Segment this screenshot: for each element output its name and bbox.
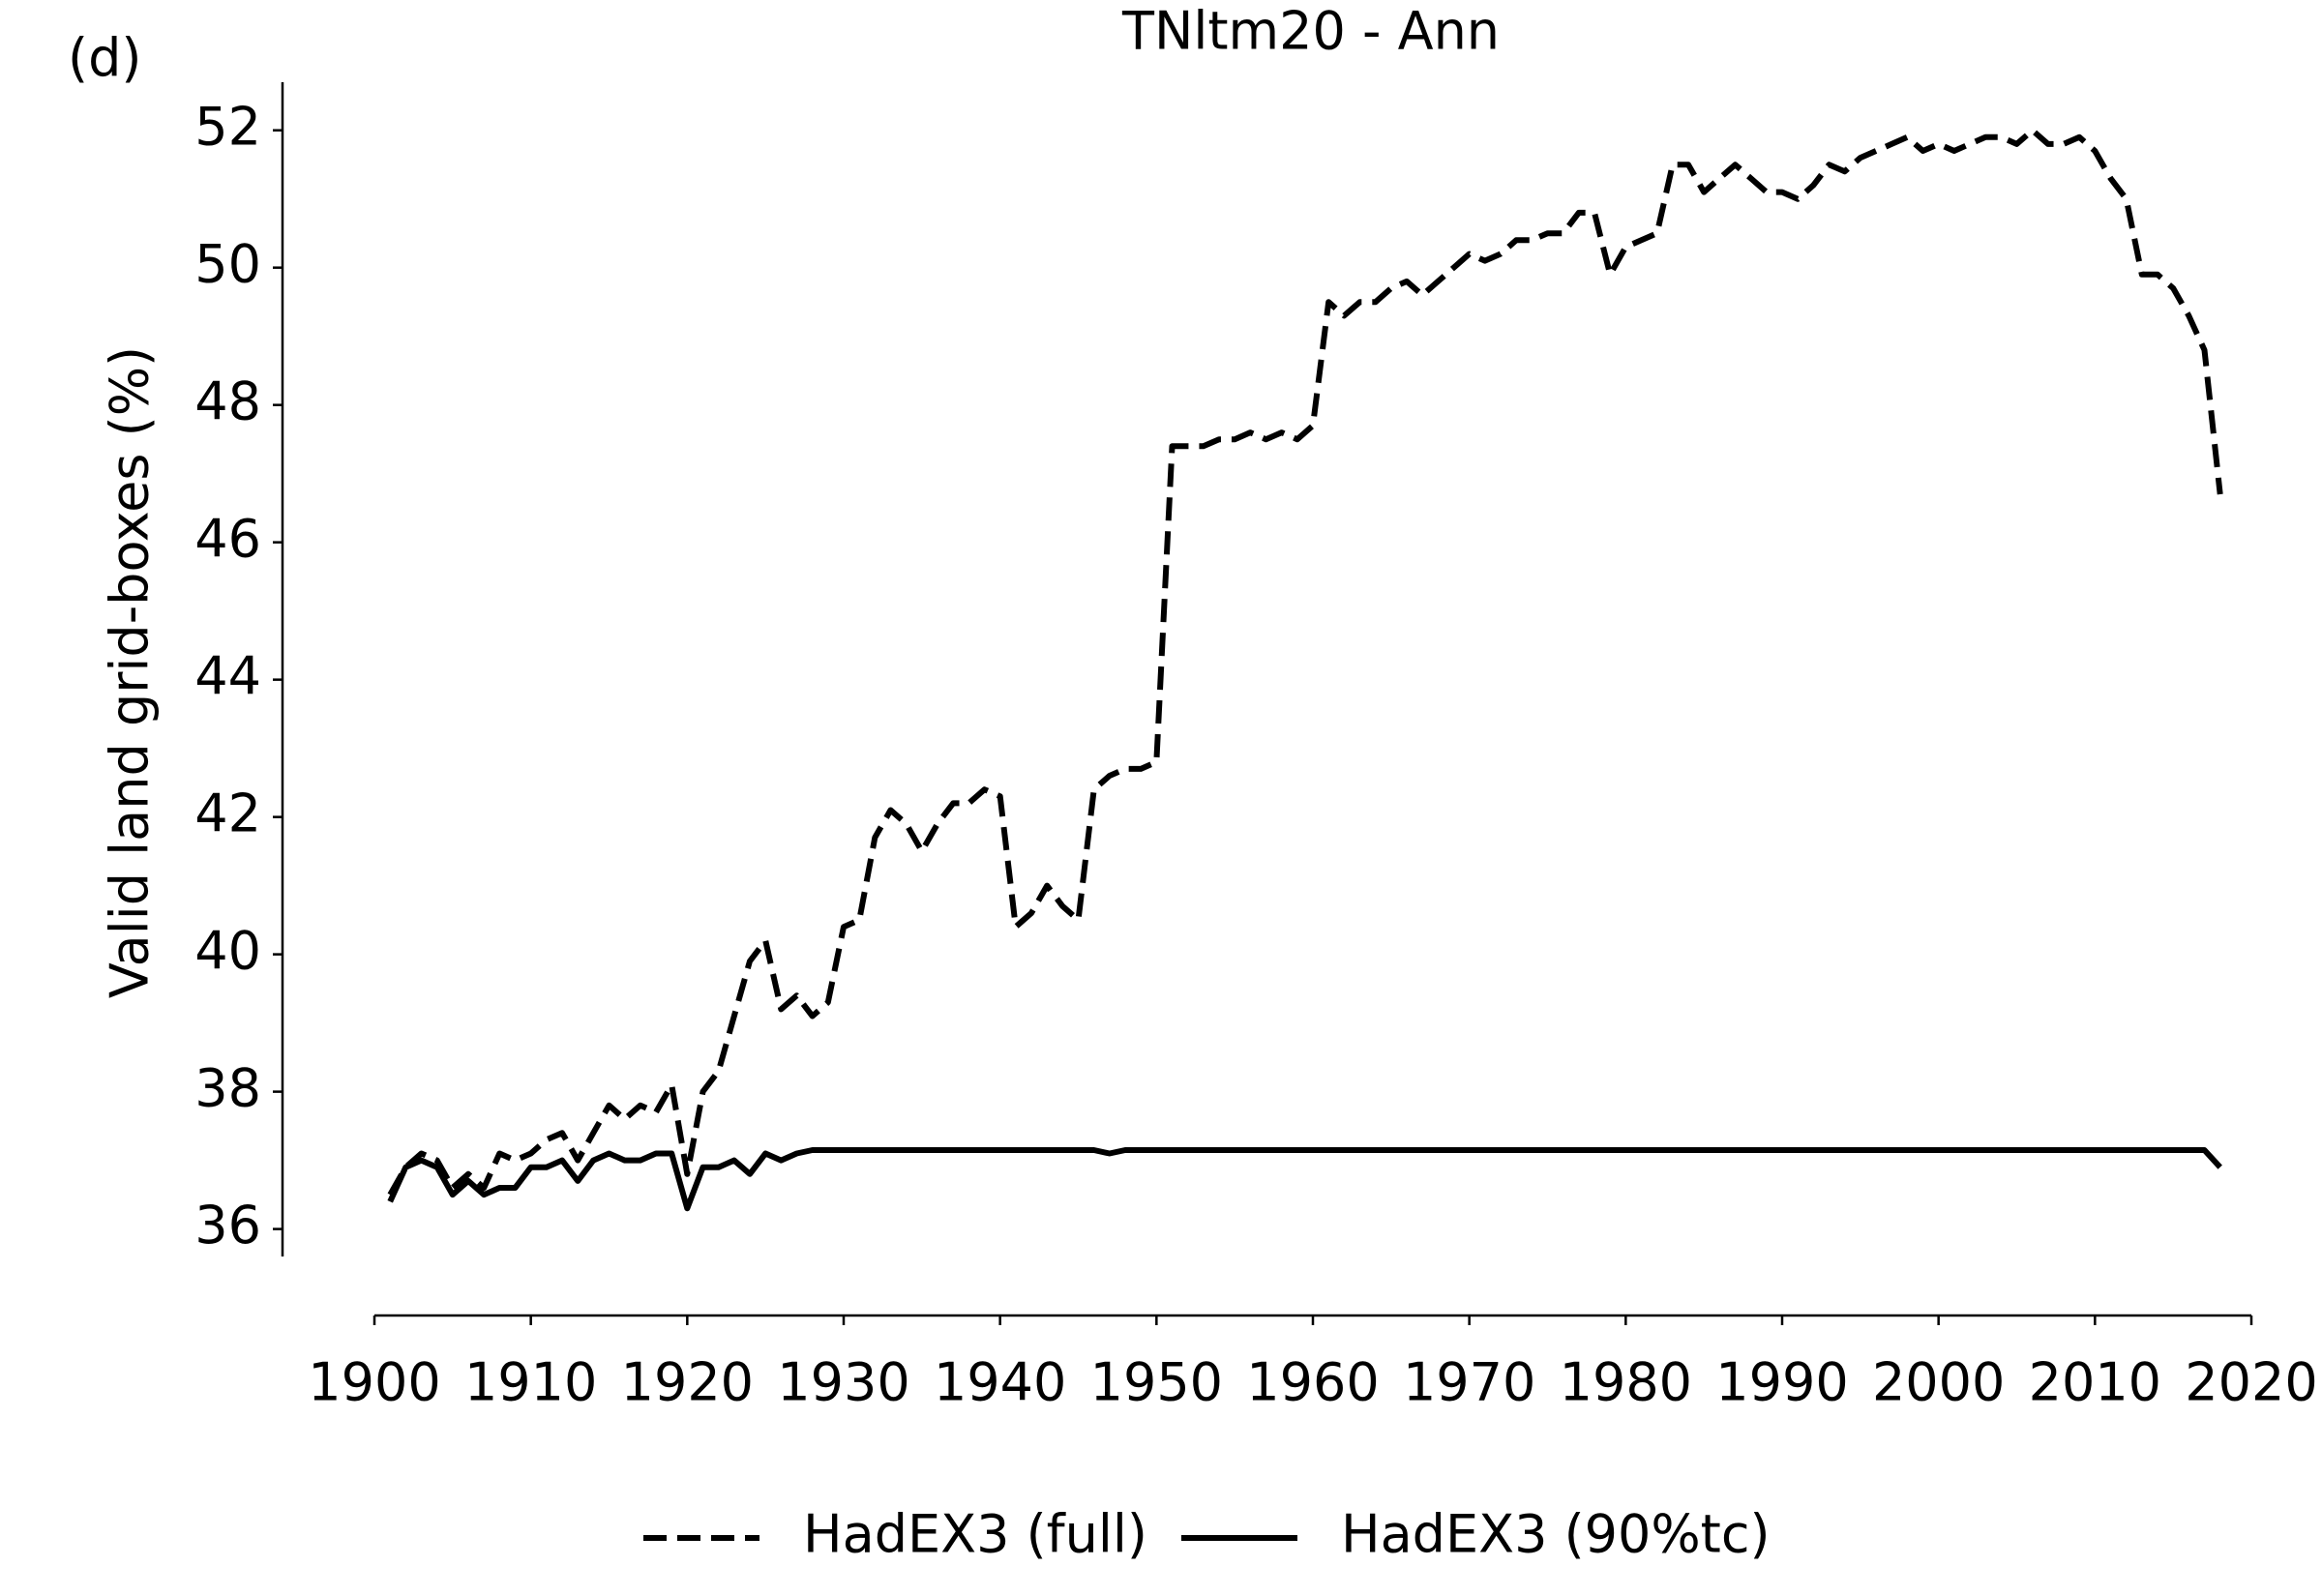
legend-label: HadEX3 (90%tc) <box>1341 1504 1771 1565</box>
y-tick-label: 40 <box>194 920 261 981</box>
y-tick-label: 36 <box>194 1195 261 1256</box>
x-tick-label: 1980 <box>1560 1352 1692 1413</box>
y-tick-label: 46 <box>194 508 261 569</box>
x-tick-label: 2010 <box>2029 1352 2161 1413</box>
y-tick-label: 42 <box>194 783 261 843</box>
x-tick-label: 1920 <box>621 1352 754 1413</box>
y-tick-label: 50 <box>194 233 261 294</box>
chart-title: TNltm20 - Ann <box>1121 1 1500 62</box>
y-tick-label: 38 <box>194 1057 261 1118</box>
y-axis-label: Valid land grid-boxes (%) <box>100 346 161 998</box>
panel-label: (d) <box>68 28 141 89</box>
x-tick-label: 1910 <box>464 1352 597 1413</box>
x-tick-label: 2000 <box>1872 1352 2005 1413</box>
x-tick-label: 1960 <box>1246 1352 1379 1413</box>
x-tick-label: 1940 <box>934 1352 1066 1413</box>
legend-label: HadEX3 (full) <box>803 1504 1147 1565</box>
x-tick-label: 2020 <box>2185 1352 2317 1413</box>
y-tick-label: 52 <box>194 96 261 157</box>
x-tick-label: 1900 <box>308 1352 440 1413</box>
y-tick-label: 48 <box>194 370 261 431</box>
x-tick-label: 1990 <box>1715 1352 1848 1413</box>
x-tick-label: 1970 <box>1403 1352 1535 1413</box>
y-tick-label: 44 <box>194 645 261 706</box>
x-tick-label: 1930 <box>777 1352 909 1413</box>
series-line <box>387 127 2223 1197</box>
series-line <box>387 1147 2222 1212</box>
x-tick-label: 1950 <box>1090 1352 1223 1413</box>
